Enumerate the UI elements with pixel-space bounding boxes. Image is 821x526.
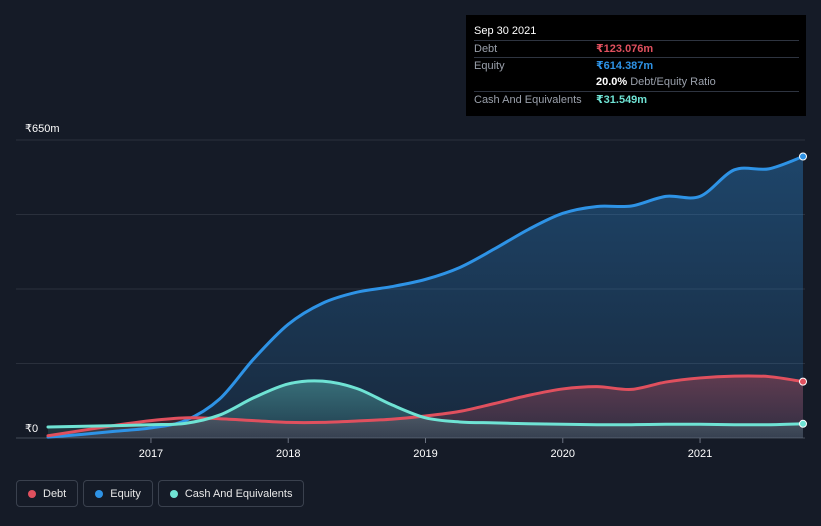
- x-tick-label: 2018: [276, 448, 300, 460]
- series-lines: [46, 155, 805, 439]
- chart-legend: Debt Equity Cash And Equivalents: [16, 480, 305, 507]
- tooltip-debt-label: Debt: [474, 43, 498, 55]
- x-tick-label: 2019: [413, 448, 437, 460]
- tooltip-ratio-spacer: [474, 74, 596, 91]
- legend-debt-label: Debt: [43, 487, 67, 500]
- debt-line: [46, 374, 805, 438]
- legend-cash-label: Cash And Equivalents: [184, 487, 293, 500]
- legend-item-cash[interactable]: Cash And Equivalents: [157, 480, 305, 507]
- tooltip-cash-value: ₹31.549m: [596, 94, 648, 106]
- debt-dot-icon: [28, 489, 36, 498]
- cash-line: [46, 379, 805, 429]
- x-tick-label: 2017: [139, 448, 163, 460]
- legend-item-equity[interactable]: Equity: [83, 480, 153, 507]
- tooltip-cash-label: Cash And Equivalents: [474, 94, 582, 106]
- tooltip-equity-label: Equity: [474, 60, 505, 72]
- tooltip-ratio-value: 20.0%: [596, 76, 628, 88]
- x-axis-ticks: 2017 2018 2019 2020 2021: [139, 438, 712, 460]
- x-tick-label: 2020: [551, 448, 575, 460]
- cash-area: [48, 380, 803, 438]
- series-end-markers: [799, 152, 807, 428]
- debt-end-marker: [799, 377, 807, 386]
- series-areas: [48, 156, 803, 438]
- cash-dot-icon: [169, 489, 178, 498]
- tooltip-debt-value: ₹123.076m: [596, 43, 654, 55]
- equity-dot-icon: [95, 489, 104, 498]
- y-axis-max-label: ₹650m: [25, 123, 60, 135]
- tooltip-row-ratio: 20.0% Debt/Equity Ratio: [474, 74, 799, 91]
- tooltip-row-cash: Cash And Equivalents ₹31.549m: [474, 91, 799, 108]
- tooltip-date: Sep 30 2021: [474, 25, 537, 37]
- legend-equity-label: Equity: [110, 487, 141, 500]
- y-axis-min-label: ₹0: [25, 423, 39, 435]
- tooltip-ratio-label: Debt/Equity Ratio: [630, 76, 716, 88]
- x-tick-label: 2021: [688, 448, 712, 460]
- tooltip-row-equity: Equity ₹614.387m: [474, 57, 799, 74]
- equity-area: [48, 156, 803, 438]
- tooltip-row-debt: Debt ₹123.076m: [474, 40, 799, 57]
- tooltip-equity-value: ₹614.387m: [596, 60, 654, 72]
- equity-end-marker: [799, 152, 807, 161]
- cash-end-marker: [799, 419, 807, 428]
- legend-item-debt[interactable]: Debt: [16, 480, 79, 507]
- data-tooltip: Sep 30 2021 Debt ₹123.076m Equity ₹614.3…: [466, 15, 806, 116]
